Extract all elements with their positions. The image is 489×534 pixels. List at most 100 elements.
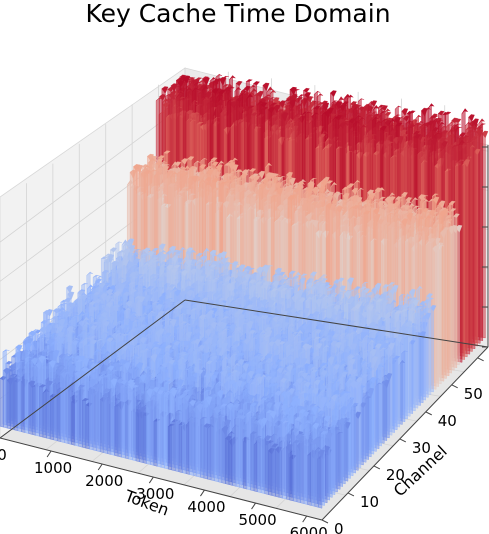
surface-facet (394, 116, 401, 125)
surface-facet (406, 111, 414, 115)
surface-facet (285, 98, 293, 101)
surface-facet (353, 112, 361, 116)
surface-facet (448, 121, 456, 125)
surface-facet (269, 89, 277, 95)
surface-facet (400, 129, 407, 135)
surface-facet (421, 123, 428, 126)
surface-facet (436, 119, 444, 123)
surface-facet (378, 107, 386, 111)
surface-facet (307, 104, 315, 109)
surface-facet (225, 90, 232, 94)
surface-facet (395, 105, 402, 110)
surface-facet (448, 133, 455, 138)
surface-facet (476, 129, 484, 138)
surface-facet (269, 97, 276, 100)
surface-facet (316, 93, 324, 98)
surface-facet (218, 89, 226, 95)
surface-facet (433, 118, 440, 122)
surface-facet (290, 86, 297, 96)
surface-facet (360, 119, 367, 124)
surface-facet (455, 126, 462, 130)
surface-facet (337, 112, 344, 117)
surface-facet (381, 119, 388, 122)
surface-facet (266, 86, 274, 93)
surface-facet (304, 92, 311, 99)
surface-facet (474, 148, 481, 155)
surface-facet (441, 130, 449, 134)
surface-facet (366, 114, 373, 118)
surface-facet (250, 88, 258, 94)
surface-facet (314, 91, 321, 95)
surface-facet (373, 113, 380, 117)
surface-facet (429, 115, 436, 119)
surface-facet (289, 99, 296, 109)
surface-facet (264, 94, 271, 99)
surface-facet (468, 114, 475, 122)
surface-facet (245, 79, 253, 82)
surface-facet (241, 94, 249, 103)
surface-facet (279, 100, 286, 109)
surface-facet (427, 120, 434, 126)
surface-facet (229, 75, 236, 80)
surface-facet (296, 104, 304, 107)
surface-facet (471, 136, 478, 140)
surface-facet (340, 110, 347, 113)
surface-facet (353, 107, 360, 111)
surface-facet (330, 90, 337, 97)
surface-facet (357, 98, 365, 102)
surface-facet (335, 101, 342, 110)
surface-facet (170, 83, 178, 93)
surface-facet (438, 121, 446, 127)
surface-facet (337, 96, 345, 102)
surface-facet (307, 96, 314, 100)
surface-facet (244, 85, 251, 92)
surface-facet (415, 114, 422, 120)
surface-facet (261, 96, 269, 100)
surface-facet (365, 112, 373, 115)
surface-facet (213, 78, 220, 85)
surface-facet (342, 101, 349, 105)
surface-facet (427, 103, 435, 109)
surface-facet (239, 93, 246, 96)
surface-facet (401, 108, 409, 117)
surface-facet (183, 75, 191, 85)
surface-facet (472, 118, 479, 128)
surface-facet (194, 82, 201, 85)
surface-facet (291, 93, 299, 99)
surface-facet (253, 81, 260, 86)
surface-facet (441, 112, 449, 115)
surface-facet (470, 130, 477, 135)
surface-facet (190, 79, 198, 84)
surface-facet (251, 100, 258, 103)
surface-facet (349, 107, 356, 110)
surface-facet (355, 104, 362, 108)
surface-facet (478, 118, 486, 124)
surface-facet (380, 111, 387, 114)
surface-facet (417, 120, 424, 125)
surface-facet (203, 77, 210, 86)
surface-facet (467, 130, 474, 133)
surface-facet (421, 109, 429, 113)
surface-facet (303, 87, 310, 93)
surface-facet (201, 85, 209, 91)
surface-facet (215, 74, 223, 78)
surface-facet (262, 82, 270, 92)
surface-facet (372, 104, 380, 111)
surface-facet (314, 101, 321, 105)
chart-title: Key Cache Time Domain (85, 0, 390, 28)
surface-facet (219, 77, 227, 86)
surface-facet (440, 125, 447, 130)
surface-facet (461, 108, 469, 114)
surface-facet (381, 105, 388, 112)
surface-facet (479, 123, 486, 127)
surface-facet (257, 90, 264, 98)
surface-facet (339, 104, 347, 112)
surface-facet (468, 144, 476, 150)
surface-facet (331, 100, 338, 104)
surface-facet (368, 101, 375, 105)
surface-facet (227, 86, 235, 90)
surface-facet (344, 93, 351, 100)
surface-plot (0, 73, 489, 509)
surface-facet (222, 75, 229, 79)
